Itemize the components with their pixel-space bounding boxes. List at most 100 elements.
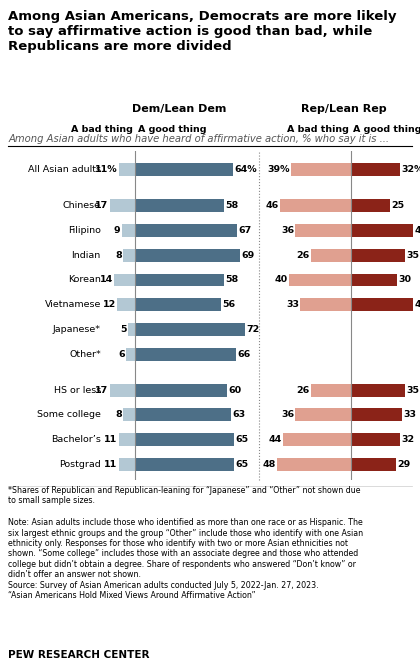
Text: 33: 33 bbox=[403, 411, 416, 419]
Bar bbox=[289, 274, 351, 286]
Text: Chinese: Chinese bbox=[63, 201, 101, 210]
Text: 9: 9 bbox=[114, 226, 121, 235]
Text: *Shares of Republican and Republican-leaning for “Japanese” and “Other” not show: *Shares of Republican and Republican-lea… bbox=[8, 486, 361, 505]
Text: 26: 26 bbox=[297, 251, 310, 259]
Text: 65: 65 bbox=[236, 460, 249, 469]
Text: 67: 67 bbox=[239, 226, 252, 235]
Bar bbox=[135, 323, 245, 336]
Text: Dem/Lean Dem: Dem/Lean Dem bbox=[132, 104, 227, 114]
Text: 56: 56 bbox=[222, 300, 235, 309]
Text: 6: 6 bbox=[118, 349, 125, 359]
Text: 36: 36 bbox=[281, 226, 294, 235]
Bar bbox=[280, 199, 351, 212]
Text: Postgrad: Postgrad bbox=[59, 460, 101, 469]
Bar bbox=[117, 298, 135, 311]
Text: 66: 66 bbox=[237, 349, 250, 359]
Text: Rep/Lean Rep: Rep/Lean Rep bbox=[301, 104, 386, 114]
Bar bbox=[135, 163, 233, 176]
Bar bbox=[311, 384, 351, 396]
Text: 60: 60 bbox=[228, 386, 241, 394]
Text: 33: 33 bbox=[286, 300, 299, 309]
Bar bbox=[135, 298, 220, 311]
Text: 17: 17 bbox=[95, 386, 108, 394]
Bar bbox=[351, 433, 401, 446]
Text: Note: Asian adults include those who identified as more than one race or as Hisp: Note: Asian adults include those who ide… bbox=[8, 518, 364, 600]
Bar bbox=[135, 199, 224, 212]
Text: 40: 40 bbox=[275, 276, 288, 284]
Text: Bachelor’s: Bachelor’s bbox=[51, 435, 101, 444]
Bar bbox=[135, 458, 234, 471]
Text: 40: 40 bbox=[414, 226, 420, 235]
Bar bbox=[351, 249, 405, 261]
Bar bbox=[351, 199, 390, 212]
Bar bbox=[135, 249, 240, 261]
Text: 35: 35 bbox=[407, 251, 419, 259]
Text: 32: 32 bbox=[402, 435, 415, 444]
Text: 58: 58 bbox=[225, 276, 238, 284]
Text: Vietnamese: Vietnamese bbox=[45, 300, 101, 309]
Bar bbox=[126, 348, 135, 361]
Text: 69: 69 bbox=[241, 251, 255, 259]
Text: All Asian adults: All Asian adults bbox=[28, 165, 101, 174]
Bar bbox=[135, 348, 236, 361]
Text: Japanese*: Japanese* bbox=[53, 325, 101, 334]
Bar bbox=[277, 458, 351, 471]
Text: Filipino: Filipino bbox=[68, 226, 101, 235]
Text: 25: 25 bbox=[391, 201, 404, 210]
Bar bbox=[135, 433, 234, 446]
Bar bbox=[351, 163, 401, 176]
Bar bbox=[135, 384, 227, 396]
Bar bbox=[110, 384, 135, 396]
Text: 32%: 32% bbox=[402, 165, 420, 174]
Bar bbox=[291, 163, 351, 176]
Text: 46: 46 bbox=[265, 201, 279, 210]
Text: 40: 40 bbox=[414, 300, 420, 309]
Text: 64%: 64% bbox=[234, 165, 257, 174]
Bar bbox=[128, 323, 135, 336]
Bar bbox=[123, 409, 135, 421]
Text: 65: 65 bbox=[236, 435, 249, 444]
Bar bbox=[135, 409, 231, 421]
Bar bbox=[296, 224, 351, 237]
Text: 44: 44 bbox=[269, 435, 282, 444]
Text: Korean: Korean bbox=[68, 276, 101, 284]
Text: 26: 26 bbox=[297, 386, 310, 394]
Text: Some college: Some college bbox=[37, 411, 101, 419]
Text: Among Asian Americans, Democrats are more likely
to say affirmative action is go: Among Asian Americans, Democrats are mor… bbox=[8, 10, 397, 53]
Text: 14: 14 bbox=[100, 276, 113, 284]
Bar bbox=[351, 274, 397, 286]
Bar bbox=[119, 433, 135, 446]
Text: PEW RESEARCH CENTER: PEW RESEARCH CENTER bbox=[8, 650, 150, 660]
Text: 11%: 11% bbox=[95, 165, 118, 174]
Text: 17: 17 bbox=[95, 201, 108, 210]
Bar bbox=[135, 274, 224, 286]
Text: A good thing: A good thing bbox=[353, 126, 420, 134]
Bar bbox=[351, 409, 402, 421]
Text: A bad thing: A bad thing bbox=[71, 126, 133, 134]
Bar bbox=[300, 298, 351, 311]
Text: 29: 29 bbox=[397, 460, 410, 469]
Bar bbox=[114, 274, 135, 286]
Text: A bad thing: A bad thing bbox=[287, 126, 349, 134]
Text: 72: 72 bbox=[246, 325, 260, 334]
Bar bbox=[351, 384, 405, 396]
Bar bbox=[135, 224, 237, 237]
Text: 11: 11 bbox=[104, 460, 118, 469]
Text: 11: 11 bbox=[104, 435, 118, 444]
Bar bbox=[351, 458, 396, 471]
Text: 8: 8 bbox=[115, 411, 122, 419]
Text: Among Asian adults who have heard of affirmative action, % who say it is ...: Among Asian adults who have heard of aff… bbox=[8, 134, 389, 144]
Text: A good thing: A good thing bbox=[137, 126, 206, 134]
Text: 5: 5 bbox=[120, 325, 126, 334]
Bar bbox=[119, 458, 135, 471]
Text: Indian: Indian bbox=[71, 251, 101, 259]
Text: 8: 8 bbox=[115, 251, 122, 259]
Bar bbox=[351, 224, 413, 237]
Text: Other*: Other* bbox=[69, 349, 101, 359]
Bar bbox=[296, 409, 351, 421]
Bar bbox=[311, 249, 351, 261]
Bar bbox=[110, 199, 135, 212]
Text: 30: 30 bbox=[399, 276, 412, 284]
Text: 12: 12 bbox=[103, 300, 116, 309]
Text: HS or less: HS or less bbox=[54, 386, 101, 394]
